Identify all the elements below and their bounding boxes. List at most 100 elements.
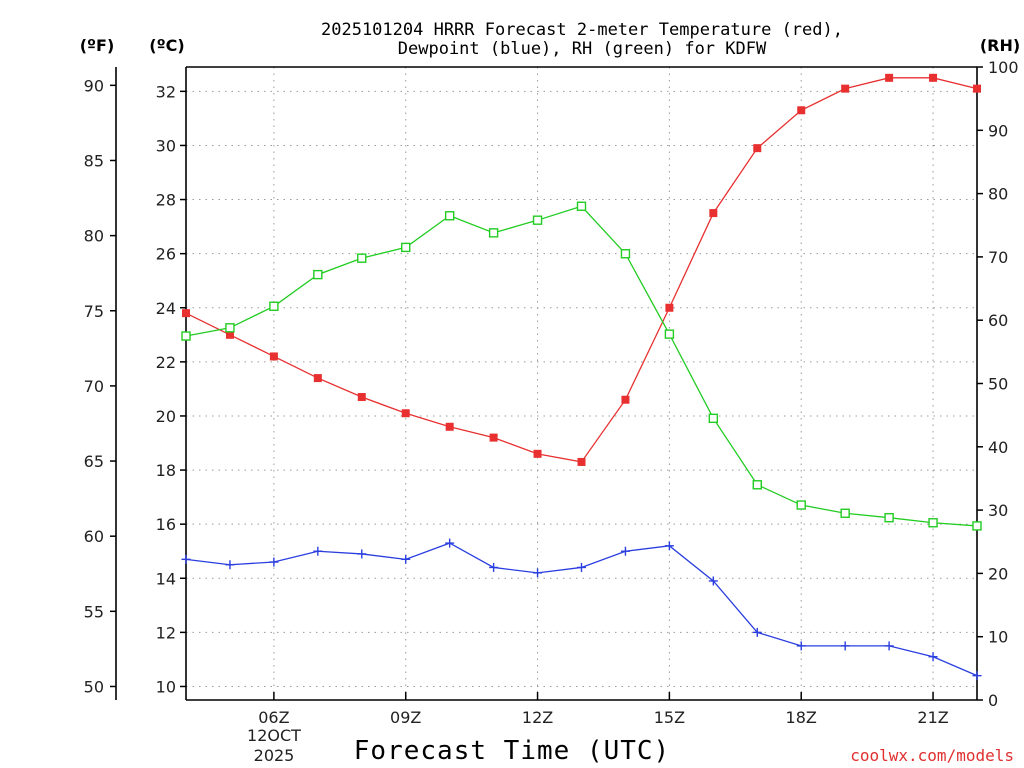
rh-tick-label: 30 — [988, 501, 1008, 520]
rh-point — [752, 480, 762, 490]
rh-tick-label: 100 — [988, 58, 1019, 77]
temperature-point — [269, 352, 278, 361]
rh-tick-label: 90 — [988, 121, 1008, 140]
dewpoint-point — [181, 554, 191, 564]
celsius-unit-label: (ºC) — [149, 36, 184, 55]
dewpoint-point — [972, 671, 982, 681]
rh-point — [357, 253, 367, 263]
c-tick-label: 26 — [156, 245, 176, 264]
c-tick-label: 20 — [156, 407, 176, 426]
dewpoint-point — [708, 576, 718, 586]
temperature-point — [577, 457, 586, 466]
temperature-point — [841, 84, 850, 93]
dewpoint-point — [884, 641, 894, 651]
c-tick-label: 30 — [156, 136, 176, 155]
fahrenheit-unit-label: (ºF) — [80, 36, 115, 55]
rh-tick-label: 70 — [988, 248, 1008, 267]
f-tick-label: 75 — [84, 302, 104, 321]
f-tick-label: 70 — [84, 377, 104, 396]
rh-point — [532, 215, 543, 225]
rh-tick-label: 50 — [988, 375, 1008, 394]
rh-point — [796, 500, 806, 510]
dewpoint-point — [357, 549, 367, 559]
dewpoint-point — [620, 546, 630, 556]
f-tick-label: 85 — [84, 151, 104, 170]
x-tick-label: 21Z — [917, 708, 948, 727]
x-axis-label: Forecast Time (UTC) — [354, 736, 670, 766]
x-date-label-line1: 12OCT — [247, 726, 301, 745]
c-tick-label: 22 — [156, 353, 176, 372]
c-tick-label: 14 — [156, 569, 176, 588]
rh-series — [181, 201, 982, 531]
f-tick-label: 80 — [84, 227, 104, 246]
rh-point — [444, 211, 455, 221]
c-tick-label: 16 — [156, 515, 176, 534]
f-tick-label: 50 — [84, 677, 104, 696]
c-tick-label: 10 — [156, 677, 176, 696]
x-tick-label: 18Z — [786, 708, 817, 727]
dewpoint-point — [269, 557, 279, 567]
dewpoint-point — [489, 562, 499, 572]
temperature-point — [709, 209, 718, 218]
rh-point — [620, 249, 631, 259]
rh-point — [401, 242, 411, 253]
temperature-point — [445, 422, 454, 431]
dewpoint-point — [533, 568, 543, 578]
tick-layer: 10 12 14 16 18 20 22 24 26 28 30 32 50 55 60 65 70 75 80 85… — [84, 58, 1019, 727]
rh-point — [181, 331, 191, 341]
dewpoint-point — [752, 627, 762, 637]
rh-point — [313, 269, 323, 280]
dewpoint-series — [181, 538, 982, 681]
rh-point — [884, 512, 894, 523]
rh-tick-label: 60 — [988, 311, 1008, 330]
rh-line — [185, 205, 978, 527]
rh-tick-label: 20 — [988, 564, 1008, 583]
temperature-point — [753, 144, 762, 153]
temperature-point — [225, 330, 234, 339]
rh-unit-label: (RH) — [980, 36, 1020, 55]
rh-point — [225, 323, 235, 333]
c-tick-label: 24 — [156, 299, 176, 318]
chart-title-line2: Dewpoint (blue), RH (green) for KDFW — [398, 39, 767, 59]
c-tick-label: 32 — [156, 82, 176, 101]
temperature-point — [929, 73, 938, 82]
temperature-series — [182, 73, 981, 466]
f-tick-label: 65 — [84, 452, 104, 471]
rh-point — [269, 301, 279, 311]
dewpoint-point — [401, 554, 411, 564]
temperature-point — [182, 309, 190, 318]
x-tick-label: 06Z — [258, 708, 289, 727]
temperature-point — [621, 395, 630, 404]
temperature-point — [357, 393, 366, 402]
temperature-point — [797, 106, 806, 115]
temperature-point — [665, 303, 674, 312]
c-tick-label: 18 — [156, 461, 176, 480]
dewpoint-point — [577, 562, 586, 572]
dewpoint-point — [664, 541, 674, 551]
rh-point — [576, 201, 587, 211]
rh-point — [928, 518, 938, 528]
rh-point — [972, 521, 982, 531]
axis-layer — [115, 66, 978, 701]
dewpoint-point — [445, 538, 455, 548]
temperature-point — [973, 84, 981, 93]
rh-tick-label: 0 — [988, 691, 998, 710]
x-tick-label: 15Z — [654, 708, 685, 727]
c-tick-label: 28 — [156, 191, 176, 210]
x-date-label-line2: 2025 — [254, 746, 295, 765]
dewpoint-point — [225, 560, 235, 570]
rh-point — [840, 508, 850, 518]
rh-tick-label: 80 — [988, 185, 1008, 204]
temperature-point — [401, 409, 410, 418]
rh-point — [708, 413, 719, 424]
x-tick-label: 12Z — [522, 708, 553, 727]
dewpoint-point — [840, 641, 850, 651]
series-layer — [181, 73, 982, 681]
x-tick-label: 09Z — [390, 708, 421, 727]
dewpoint-point — [313, 546, 323, 556]
temperature-line — [185, 77, 978, 463]
rh-point — [488, 228, 499, 238]
source-credit: coolwx.com/models — [850, 746, 1014, 765]
f-tick-label: 90 — [84, 76, 104, 95]
